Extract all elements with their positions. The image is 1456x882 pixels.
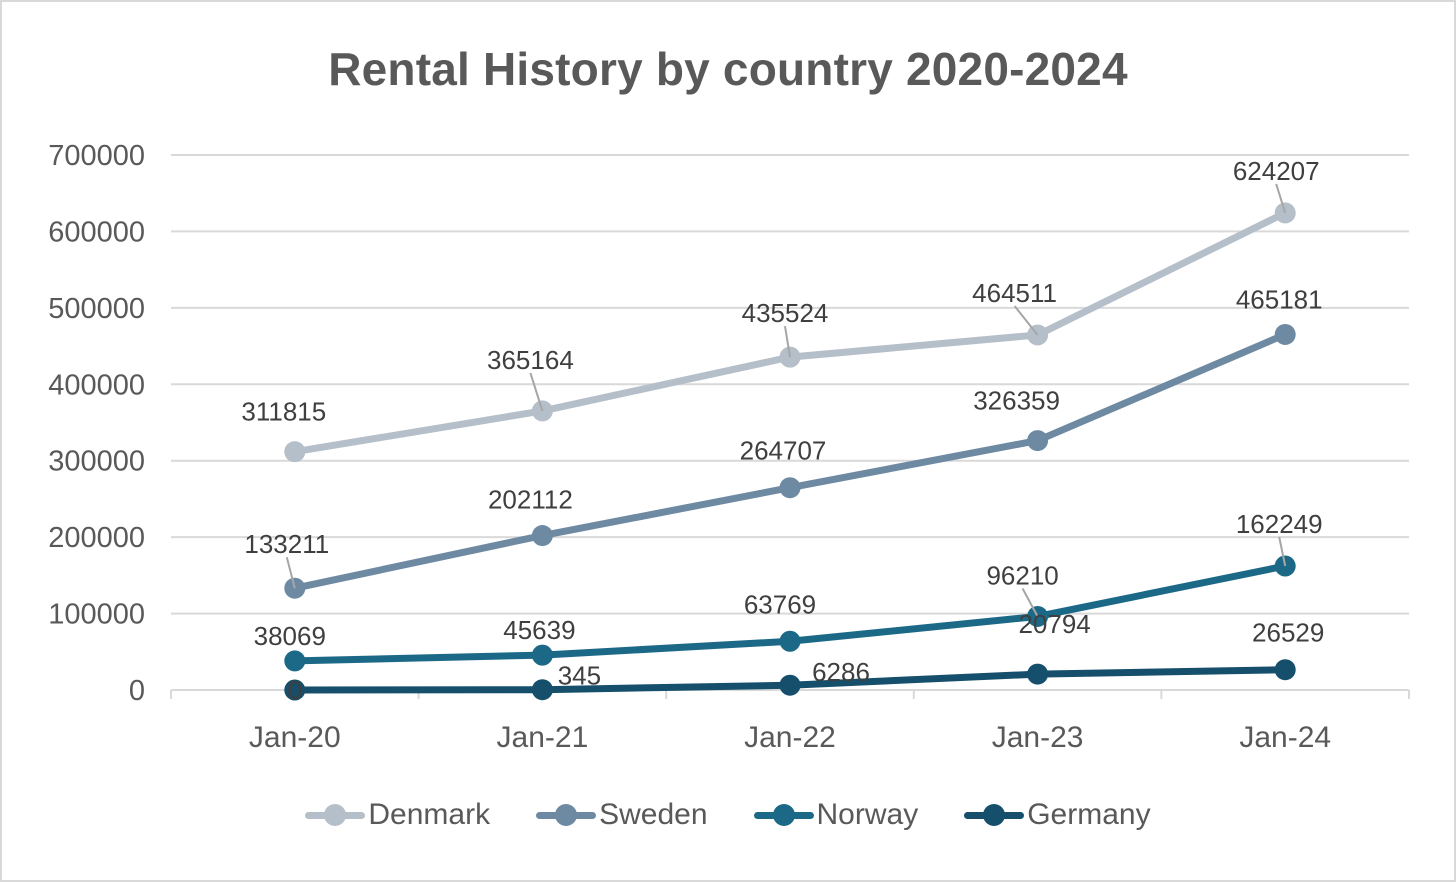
legend-line-marker-icon (305, 802, 366, 828)
legend-item-germany: Germany (964, 798, 1151, 832)
data-point-norway (284, 650, 306, 672)
label-leader-line (1021, 587, 1039, 617)
series-line-denmark (291, 209, 1289, 456)
data-label-sweden: 465181 (1236, 284, 1323, 314)
data-point-sweden (1027, 430, 1049, 452)
data-point-germany (1027, 663, 1049, 685)
y-axis-label: 300000 (48, 446, 145, 478)
legend-label: Denmark (368, 798, 491, 831)
chart-title: Rental History by country 2020-2024 (328, 43, 1128, 95)
data-label-denmark: 464511 (972, 278, 1057, 308)
data-label-sweden: 264707 (740, 436, 827, 466)
label-leader-line (1278, 536, 1287, 567)
data-label-norway: 63769 (744, 589, 816, 619)
data-label-norway: 38069 (254, 621, 326, 651)
data-label-germany: 20794 (1018, 609, 1090, 639)
data-label-germany: 26529 (1252, 618, 1324, 648)
label-leader-line (1275, 183, 1287, 214)
data-label-sweden: 202112 (488, 485, 573, 515)
data-point-germany (531, 679, 553, 701)
data-label-germany: 0 (288, 675, 302, 705)
legend-line-marker-icon (753, 802, 814, 828)
label-leader-line (285, 556, 296, 589)
data-label-denmark: 311815 (241, 397, 326, 427)
legend-item-denmark: Denmark (305, 798, 490, 832)
y-axis-label: 200000 (48, 522, 145, 554)
data-point-germany (779, 674, 801, 696)
label-leader-line (784, 325, 791, 358)
data-point-sweden (1274, 323, 1296, 345)
x-axis-label: Jan-23 (992, 721, 1084, 754)
data-point-norway (779, 630, 801, 652)
label-leader-line (529, 372, 544, 412)
data-label-sweden: 133211 (244, 529, 329, 559)
x-axis-label: Jan-20 (249, 721, 341, 754)
legend-label: Germany (1027, 798, 1151, 831)
data-point-sweden (779, 477, 801, 499)
y-axis-label: 500000 (48, 293, 145, 325)
data-label-norway: 162249 (1236, 509, 1323, 539)
data-label-denmark: 624207 (1233, 156, 1320, 186)
data-label-denmark: 435524 (742, 298, 829, 328)
y-axis-label: 0 (129, 675, 145, 707)
y-axis-label: 400000 (48, 369, 145, 401)
data-label-denmark: 365164 (487, 345, 574, 375)
legend-label: Sweden (599, 798, 708, 831)
data-point-denmark (284, 441, 306, 463)
label-leader-line (1013, 305, 1039, 336)
legend-item-sweden: Sweden (536, 798, 708, 832)
data-point-sweden (531, 525, 553, 547)
data-point-germany (1274, 659, 1296, 681)
x-axis-label: Jan-21 (497, 721, 589, 754)
y-axis-label: 700000 (48, 140, 145, 172)
data-label-germany: 345 (558, 661, 601, 691)
data-label-germany: 6286 (812, 657, 870, 687)
y-axis-label: 600000 (48, 216, 145, 248)
data-label-norway: 45639 (503, 615, 575, 645)
data-point-norway (531, 644, 553, 666)
x-axis-label: Jan-22 (744, 721, 836, 754)
data-point-germany (284, 679, 306, 701)
legend-line-marker-icon (536, 802, 597, 828)
y-axis-label: 100000 (48, 599, 145, 631)
data-label-sweden: 326359 (973, 386, 1060, 416)
legend-item-norway: Norway (753, 798, 919, 832)
data-label-norway: 96210 (986, 560, 1058, 590)
legend: Denmark Sweden Norway Germany (2, 798, 1454, 832)
legend-label: Norway (816, 798, 919, 831)
x-axis-label: Jan-24 (1239, 721, 1331, 754)
legend-line-marker-icon (964, 802, 1025, 828)
